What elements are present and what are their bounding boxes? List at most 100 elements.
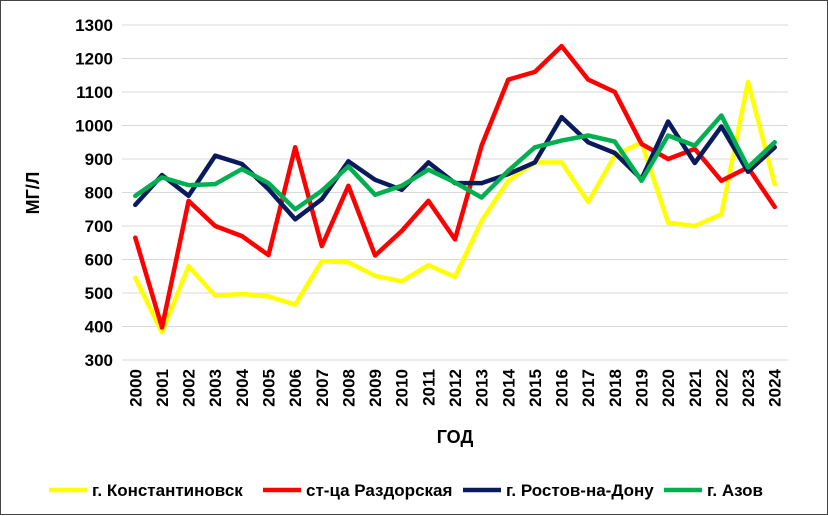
data-point — [479, 195, 484, 200]
x-tick-label: 2002 — [180, 369, 199, 407]
data-point — [453, 237, 457, 242]
data-point — [559, 44, 564, 49]
data-point — [186, 264, 191, 269]
data-point — [319, 259, 324, 264]
data-point — [239, 162, 244, 167]
legend-label-2: г. Ростов-на-Дону — [506, 481, 654, 500]
data-point — [559, 138, 564, 143]
data-point — [213, 224, 218, 228]
data-point — [612, 139, 617, 144]
data-point — [586, 199, 591, 204]
data-point — [559, 160, 564, 165]
data-point — [346, 183, 351, 188]
data-point — [719, 113, 724, 118]
x-tick-label: 2004 — [233, 368, 252, 406]
data-point — [186, 193, 191, 198]
data-point — [666, 119, 671, 124]
data-point — [239, 234, 244, 239]
data-point — [133, 235, 138, 240]
data-point — [213, 153, 218, 158]
data-point — [159, 175, 164, 180]
data-point — [532, 145, 537, 150]
data-point — [639, 141, 644, 146]
data-point — [373, 273, 378, 278]
data-point — [719, 178, 724, 183]
data-point — [453, 180, 457, 185]
data-point — [559, 115, 564, 120]
data-point — [186, 198, 191, 203]
x-tick-label: 2007 — [313, 369, 332, 407]
x-tick-label: 2022 — [712, 369, 731, 407]
y-tick-label: 900 — [85, 150, 113, 169]
x-tick-label: 2015 — [526, 369, 545, 407]
data-point — [159, 325, 164, 330]
y-tick-label: 1300 — [75, 16, 113, 35]
data-point — [346, 164, 351, 169]
x-tick-label: 2017 — [579, 369, 598, 407]
data-point — [772, 182, 777, 187]
data-point — [319, 188, 324, 193]
legend-label-0: г. Константиновск — [92, 481, 243, 500]
data-point — [293, 302, 298, 307]
data-point — [692, 161, 697, 166]
data-point — [426, 167, 431, 172]
data-point — [506, 77, 511, 82]
data-point — [772, 140, 777, 145]
data-point — [133, 193, 138, 198]
x-tick-label: 2009 — [366, 369, 385, 407]
x-tick-label: 2020 — [659, 369, 678, 407]
data-point — [532, 160, 537, 165]
x-tick-label: 2016 — [553, 369, 572, 407]
data-point — [719, 124, 724, 129]
data-point — [399, 229, 404, 234]
series-line-0 — [133, 79, 777, 335]
y-tick-label: 1200 — [75, 50, 113, 69]
data-point — [159, 330, 164, 335]
data-point — [639, 178, 644, 183]
data-point — [186, 183, 191, 188]
data-point — [506, 178, 511, 183]
data-point — [612, 90, 617, 94]
data-point — [692, 224, 697, 228]
data-point — [399, 183, 404, 188]
y-tick-label: 700 — [85, 217, 113, 236]
data-point — [133, 275, 138, 280]
x-tick-label: 2019 — [632, 369, 651, 407]
data-point — [586, 133, 591, 138]
data-point — [266, 181, 271, 186]
data-point — [426, 160, 431, 165]
y-tick-label: 1000 — [75, 117, 113, 136]
data-point — [426, 198, 431, 203]
x-tick-label: 2018 — [606, 369, 625, 407]
data-point — [586, 140, 591, 145]
x-tick-label: 2005 — [260, 369, 279, 407]
data-point — [399, 187, 404, 192]
x-axis-ticks: 2000 2001 2002 2003 2004 2005 2006 2007 2008 2009… — [126, 368, 784, 406]
data-point — [319, 197, 324, 202]
data-point — [239, 292, 244, 297]
y-tick-label: 300 — [85, 351, 113, 370]
data-point — [426, 263, 431, 268]
y-tick-label: 800 — [85, 184, 113, 203]
data-point — [612, 150, 617, 155]
y-tick-label: 500 — [85, 284, 113, 303]
data-point — [293, 145, 298, 150]
series-line-2 — [133, 114, 777, 222]
data-point — [586, 77, 591, 82]
data-point — [532, 69, 537, 74]
data-point — [266, 187, 271, 192]
data-point — [666, 133, 671, 138]
y-axis-ticks: 300 400 500 600 700 800 900 1000 1100 1200 1300 — [75, 16, 113, 370]
y-axis-label: МГ/Л — [23, 172, 43, 215]
data-point — [506, 168, 511, 173]
x-tick-label: 2012 — [446, 369, 465, 407]
data-point — [266, 253, 271, 258]
series-line-1 — [133, 43, 777, 330]
x-tick-label: 2006 — [286, 369, 305, 407]
legend-label-3: г. Азов — [707, 481, 763, 500]
x-tick-label: 2011 — [419, 369, 438, 406]
data-point — [746, 165, 751, 170]
data-point — [346, 260, 351, 265]
data-point — [239, 167, 244, 172]
data-point — [319, 244, 324, 249]
